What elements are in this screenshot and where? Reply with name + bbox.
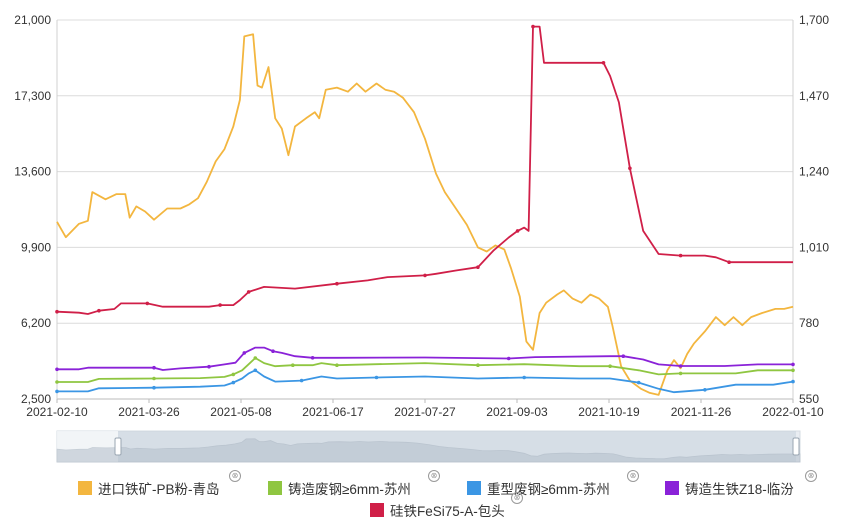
legend-label: 硅铁FeSi75-A-包头 [390, 504, 505, 519]
series-line-4 [56, 25, 793, 315]
y-right-tick-label: 550 [799, 392, 819, 406]
y-right-tick-label: 1,470 [799, 89, 829, 103]
series-point [515, 229, 520, 233]
series-point [299, 378, 304, 383]
y-left-tick-label: 21,000 [14, 13, 51, 27]
close-icon[interactable]: ⊗ [511, 492, 523, 504]
legend-label: 铸造废钢≥6mm-苏州 [288, 482, 411, 497]
x-tick-label: 2021-03-26 [118, 405, 180, 419]
series-point [791, 379, 795, 384]
series-point [531, 24, 535, 29]
legend-item-heavy-scrap[interactable]: 重型废钢≥6mm-苏州 ⊗ [467, 470, 639, 497]
legend-item-pig-iron[interactable]: 铸造生铁Z18-临汾 ⊗ [665, 470, 817, 497]
legend-swatch [665, 481, 679, 495]
y-left-tick-label: 17,300 [14, 89, 51, 103]
series-point [636, 380, 641, 385]
series-point [231, 380, 236, 385]
series-line-0 [56, 33, 794, 396]
series-point [55, 380, 59, 384]
series-point [335, 363, 339, 368]
legend-label: 铸造生铁Z18-临汾 [685, 482, 794, 497]
legend: 进口铁矿-PB粉-青岛 ⊗ 铸造废钢≥6mm-苏州 ⊗ 重型废钢≥6mm-苏州 … [0, 468, 848, 525]
series-line-1 [57, 357, 793, 383]
y-right-tick-label: 780 [799, 316, 819, 330]
legend-label: 重型废钢≥6mm-苏州 [487, 482, 610, 497]
series-point [703, 388, 707, 392]
legend-item-ferrosilicon[interactable]: 硅铁FeSi75-A-包头 ⊗ [370, 492, 523, 519]
gridlines [57, 19, 793, 400]
x-tick-label: 2021-11-26 [671, 405, 732, 419]
series-point [152, 365, 156, 370]
series-lines [55, 24, 795, 396]
series-point [271, 349, 275, 354]
series-point [476, 265, 480, 270]
series-point [791, 368, 795, 373]
series-line-2 [57, 369, 794, 394]
series-point [207, 364, 211, 369]
series-point [55, 309, 59, 314]
x-tick-label: 2021-05-08 [210, 405, 272, 419]
y-right-tick-label: 1,010 [799, 240, 829, 254]
close-icon[interactable]: ⊗ [805, 470, 817, 482]
series-point [628, 166, 632, 171]
series-point [291, 363, 295, 368]
zoom-handle-right[interactable] [792, 437, 800, 456]
series-point [246, 290, 251, 294]
series-point [218, 303, 222, 307]
close-icon[interactable]: ⊗ [627, 470, 639, 482]
x-tick-label: 2021-07-27 [394, 405, 456, 419]
y-left-tick-label: 6,200 [21, 316, 51, 330]
series-point [608, 364, 612, 369]
zoom-slider[interactable] [56, 430, 801, 463]
series-point [152, 376, 156, 381]
series-point [522, 375, 526, 380]
zoom-preview-area [56, 438, 801, 463]
series-point [55, 389, 59, 394]
series-point [231, 372, 236, 377]
series-point [678, 364, 683, 368]
x-tick-label: 2021-02-10 [26, 405, 88, 419]
chart-area: 2,500 550 6,200 780 9,900 1,010 13,600 1,240 17,… [14, 13, 829, 463]
series-point [310, 356, 315, 360]
y-right-tick-label: 1,240 [799, 165, 829, 179]
legend-label: 进口铁矿-PB粉-青岛 [98, 482, 220, 497]
series-point [335, 281, 339, 286]
series-point [97, 308, 101, 313]
series-point [506, 356, 511, 361]
x-tick-label: 2021-09-03 [486, 405, 548, 419]
series-point [152, 385, 156, 390]
series-point [678, 371, 683, 376]
x-tick-label: 2022-01-10 [762, 405, 824, 419]
series-point [601, 61, 606, 65]
y-left-tick-label: 13,600 [14, 165, 51, 179]
series-point [791, 362, 795, 367]
close-icon[interactable]: ⊗ [229, 470, 241, 482]
series-point [423, 273, 427, 278]
legend-swatch [78, 481, 92, 495]
series-point [145, 301, 150, 306]
legend-swatch [370, 503, 384, 517]
y-left-tick-label: 2,500 [21, 392, 51, 406]
series-point [678, 253, 683, 258]
legend-swatch [268, 481, 282, 495]
series-point [253, 356, 258, 360]
series-point [727, 260, 731, 265]
x-tick-label: 2021-06-17 [302, 405, 364, 419]
axes: 2,500 550 6,200 780 9,900 1,010 13,600 1,240 17,… [14, 13, 829, 419]
series-point [476, 363, 480, 368]
x-tick-label: 2021-10-19 [578, 405, 640, 419]
legend-item-iron-ore[interactable]: 进口铁矿-PB粉-青岛 ⊗ [78, 470, 241, 497]
legend-swatch [467, 481, 481, 495]
y-left-tick-label: 9,900 [21, 240, 51, 254]
series-point [621, 354, 626, 359]
series-line-3 [57, 346, 793, 371]
legend-item-cast-scrap[interactable]: 铸造废钢≥6mm-苏州 ⊗ [268, 470, 440, 497]
series-point [374, 375, 379, 380]
y-right-tick-label: 1,700 [799, 13, 829, 27]
series-point [242, 351, 247, 355]
zoom-handle-left[interactable] [114, 437, 122, 456]
series-point [55, 367, 59, 372]
close-icon[interactable]: ⊗ [428, 470, 440, 482]
series-point [253, 368, 258, 373]
